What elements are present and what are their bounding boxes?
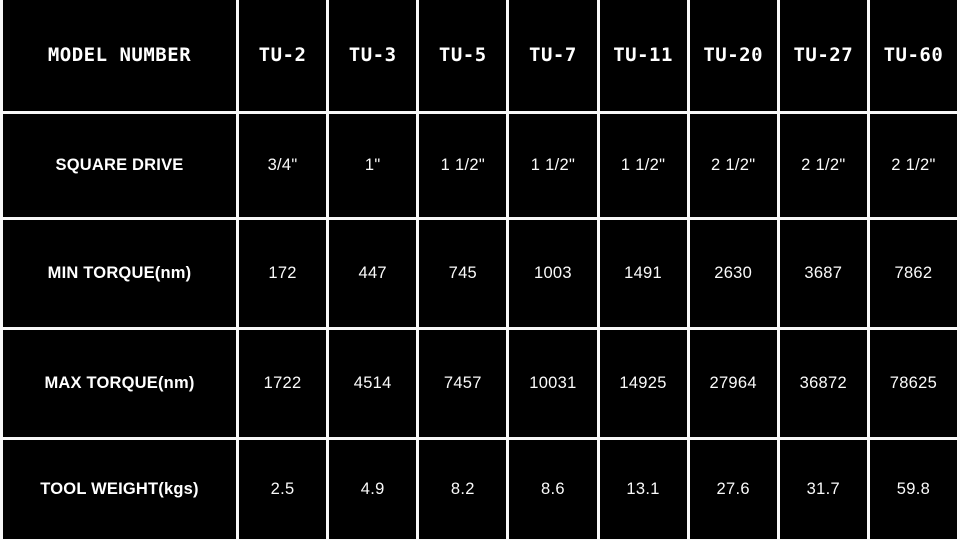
table-cell: 36872	[776, 326, 870, 440]
table-cell: 59.8	[866, 436, 960, 540]
table-cell: 31.7	[776, 436, 870, 540]
table-cell: 2.5	[235, 436, 330, 540]
table-cell: 7457	[416, 326, 510, 440]
table-cell: 2630	[686, 216, 780, 330]
table-cell: 27964	[686, 326, 780, 440]
table-row-tool-weight: TOOL WEIGHT(kgs) 2.5 4.9 8.2 8.6 13.1 27…	[0, 436, 960, 540]
table-cell: 14925	[596, 326, 690, 440]
table-cell: 745	[416, 216, 510, 330]
column-header-tu-3: TU-3	[326, 0, 420, 114]
table-cell: 1003	[506, 216, 600, 330]
table-cell: 13.1	[596, 436, 690, 540]
table-cell: 27.6	[686, 436, 780, 540]
table-cell: 1722	[235, 326, 330, 440]
table-cell: 3687	[776, 216, 870, 330]
table-cell: 4.9	[326, 436, 420, 540]
table-row-min-torque: MIN TORQUE(nm) 172 447 745 1003 1491 263…	[0, 216, 960, 330]
column-header-tu-27: TU-27	[776, 0, 870, 114]
table-cell: 447	[326, 216, 420, 330]
table-cell: 172	[235, 216, 330, 330]
table-cell: 2 1/2"	[866, 110, 960, 220]
table-cell: 78625	[866, 326, 960, 440]
column-header-tu-2: TU-2	[235, 0, 330, 114]
row-label-tool-weight: TOOL WEIGHT(kgs)	[0, 436, 239, 540]
table-cell: 1 1/2"	[596, 110, 690, 220]
column-header-tu-7: TU-7	[506, 0, 600, 114]
table-cell: 1"	[326, 110, 420, 220]
table-cell: 2 1/2"	[686, 110, 780, 220]
table-cell: 1 1/2"	[506, 110, 600, 220]
table-cell: 7862	[866, 216, 960, 330]
header-row: MODEL NUMBER TU-2 TU-3 TU-5 TU-7 TU-11 T…	[0, 0, 960, 114]
column-header-tu-11: TU-11	[596, 0, 690, 114]
row-label-min-torque: MIN TORQUE(nm)	[0, 216, 239, 330]
row-label-square-drive: SQUARE DRIVE	[0, 110, 239, 220]
column-header-tu-20: TU-20	[686, 0, 780, 114]
table-cell: 2 1/2"	[776, 110, 870, 220]
table-cell: 8.6	[506, 436, 600, 540]
column-header-tu-5: TU-5	[416, 0, 510, 114]
column-header-model-number: MODEL NUMBER	[0, 0, 239, 114]
table-cell: 1 1/2"	[416, 110, 510, 220]
table-cell: 1491	[596, 216, 690, 330]
table-cell: 10031	[506, 326, 600, 440]
table-cell: 4514	[326, 326, 420, 440]
column-header-tu-60: TU-60	[866, 0, 960, 114]
row-label-max-torque: MAX TORQUE(nm)	[0, 326, 239, 440]
table-row-max-torque: MAX TORQUE(nm) 1722 4514 7457 10031 1492…	[0, 326, 960, 440]
table-cell: 8.2	[416, 436, 510, 540]
table-cell: 3/4"	[235, 110, 330, 220]
table-row-square-drive: SQUARE DRIVE 3/4" 1" 1 1/2" 1 1/2" 1 1/2…	[0, 110, 960, 220]
